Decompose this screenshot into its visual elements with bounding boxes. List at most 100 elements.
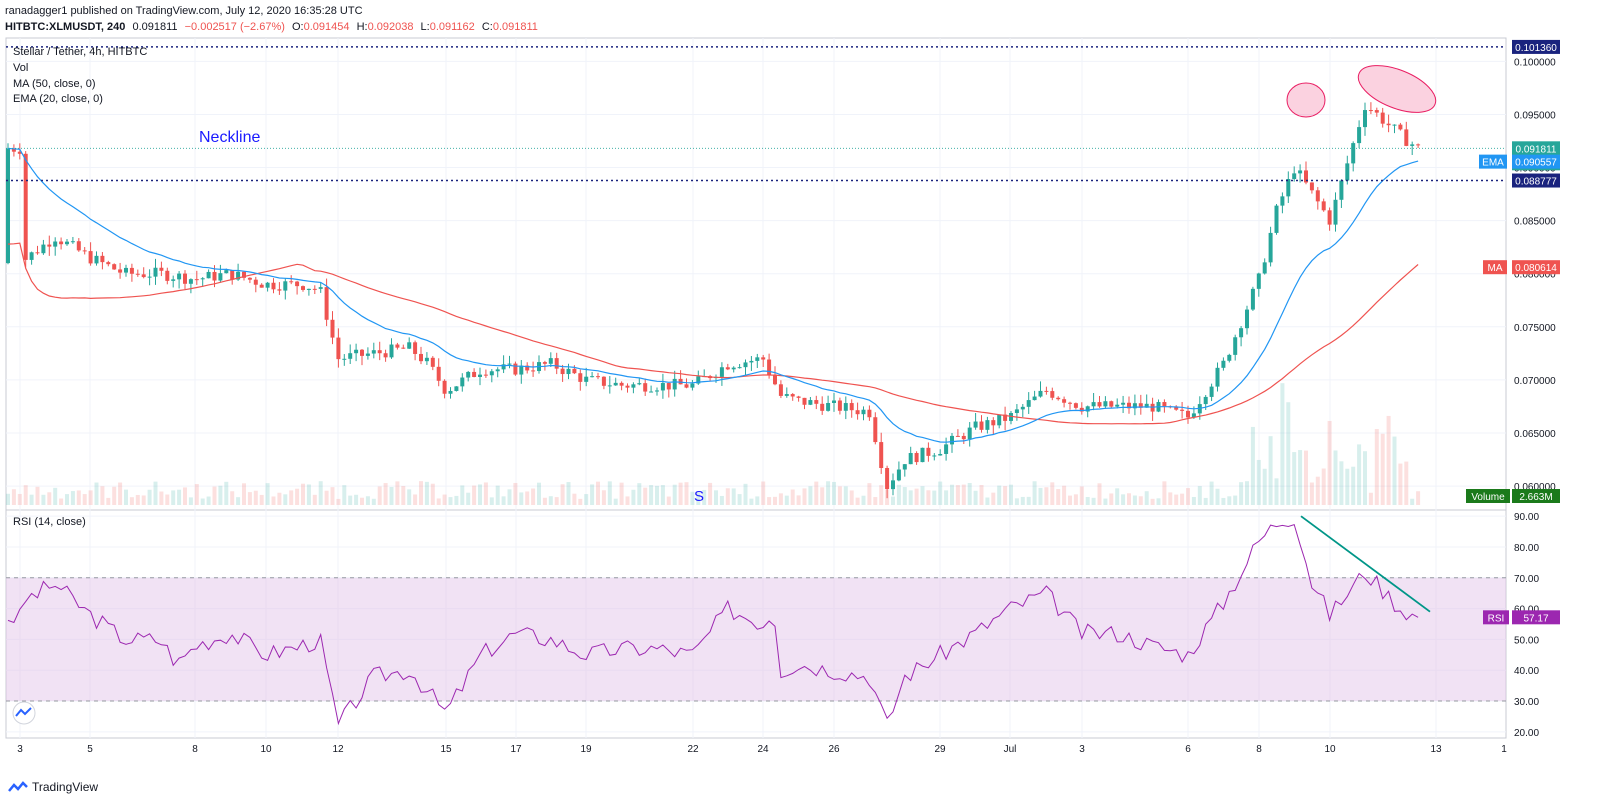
time-tick-label: 17	[510, 744, 522, 755]
candle-body	[560, 368, 565, 375]
close-label: C:	[481, 21, 493, 33]
candle-body	[596, 376, 600, 378]
candle-body	[129, 267, 134, 274]
volume-bar	[525, 491, 530, 505]
candle-body	[1404, 129, 1409, 146]
candle-body	[348, 353, 353, 359]
candle-body	[548, 358, 553, 364]
candle-body	[253, 279, 258, 285]
candle-body	[1068, 402, 1072, 404]
volume-bar	[159, 491, 164, 505]
candle-body	[873, 417, 878, 443]
volume-bar	[401, 486, 406, 505]
volume-bar	[737, 494, 742, 505]
volume-bar	[419, 481, 423, 505]
candle-body	[165, 270, 170, 281]
volume-bar	[867, 483, 872, 505]
volume-bar	[135, 494, 140, 505]
volume-bar	[106, 497, 111, 505]
volume-bar	[1174, 494, 1179, 505]
volume-bar	[1339, 461, 1344, 505]
candle-body	[1374, 110, 1379, 113]
candle-body	[926, 447, 931, 456]
volume-bar	[1020, 496, 1025, 505]
volume-bar	[466, 492, 471, 505]
candle-body	[891, 480, 895, 490]
time-tick-label: 24	[757, 744, 769, 755]
candle-body	[1268, 232, 1273, 263]
volume-bar	[253, 490, 258, 505]
tag-rsi-label: RSI	[1488, 613, 1505, 624]
candle-body	[613, 382, 618, 386]
volume-bar	[330, 487, 335, 505]
candle-body	[790, 394, 795, 397]
candle-body	[1321, 201, 1326, 211]
candle-body	[572, 368, 577, 374]
volume-bar	[495, 485, 500, 505]
volume-bar	[118, 482, 123, 505]
volume-bar	[1410, 498, 1415, 505]
volume-bar	[365, 496, 370, 505]
legend-ema: EMA (20, close, 0)	[13, 93, 103, 105]
candle-body	[867, 409, 872, 418]
publish-info: ranadagger1 published on TradingView.com…	[5, 5, 363, 17]
volume-bar	[147, 489, 152, 505]
candle-body	[230, 270, 235, 280]
candle-body	[950, 435, 954, 445]
rsi-tick-label: 70.00	[1514, 574, 1539, 585]
volume-bar	[879, 485, 884, 505]
candle-body	[135, 273, 140, 275]
candle-body	[383, 353, 388, 358]
time-tick-label: 19	[580, 744, 592, 755]
footer-brand[interactable]: TradingView	[8, 780, 98, 794]
candle-body	[53, 241, 58, 247]
candle-body	[29, 252, 34, 260]
volume-bar	[430, 483, 435, 505]
volume-bar	[377, 486, 382, 505]
volume-bar	[1404, 461, 1409, 505]
candle-body	[312, 288, 317, 290]
candle-body	[1127, 402, 1131, 409]
volume-bar	[1321, 468, 1326, 505]
volume-bar	[808, 486, 813, 505]
candle-body	[212, 271, 217, 281]
axes: 0.1000000.0950000.0900000.0850000.080000…	[12, 39, 1560, 755]
volume-bar	[76, 490, 81, 505]
candle-body	[525, 365, 530, 371]
candle-body	[153, 267, 158, 277]
volume-bar	[194, 484, 199, 505]
volume-bar	[1386, 415, 1391, 505]
candle-body	[1144, 403, 1149, 408]
volume-bar	[1056, 489, 1061, 505]
volume-bar	[572, 493, 577, 505]
candle-body	[584, 376, 589, 382]
volume-bar	[301, 483, 305, 505]
candle-body	[1038, 390, 1043, 397]
volume-bar	[395, 481, 400, 505]
candle-body	[442, 380, 447, 394]
volume-bar	[306, 484, 311, 505]
candle-body	[814, 400, 819, 404]
volume-bar	[660, 485, 665, 505]
candle-body	[183, 273, 187, 284]
volume-bar	[1392, 436, 1397, 505]
volume-bar	[200, 498, 205, 505]
candle-body	[1209, 386, 1214, 397]
volume-bar	[596, 481, 600, 505]
candle-body	[796, 396, 801, 398]
candle-body	[407, 342, 412, 349]
volume-bar	[743, 483, 748, 505]
volume-bar	[371, 498, 376, 505]
candle-body	[324, 287, 329, 320]
time-tick-label: 3	[17, 744, 23, 755]
footer-brand-text: TradingView	[32, 780, 99, 794]
candle-body	[1333, 199, 1338, 225]
time-tick-label: 12	[332, 744, 344, 755]
candle-body	[200, 278, 205, 280]
candle-body	[1009, 413, 1013, 421]
tag-volume-value: 2.663M	[1519, 492, 1552, 503]
tag-neckline-bg	[1512, 173, 1560, 188]
volume-bar	[613, 498, 618, 505]
candle-body	[277, 289, 282, 291]
